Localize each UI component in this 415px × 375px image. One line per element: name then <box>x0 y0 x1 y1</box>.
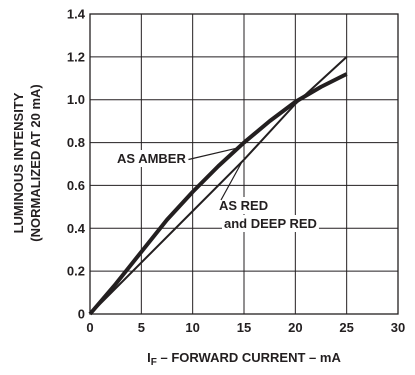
annotation-and-deep-red: and DEEP RED <box>224 216 317 231</box>
x-tick-label: 0 <box>86 320 93 335</box>
annotations: AS AMBER AS RED and DEEP RED <box>115 147 319 232</box>
y-tick-label: 1.4 <box>67 7 86 22</box>
y-axis-title-line1: LUMINOUS INTENSITY <box>11 92 26 233</box>
x-axis-title-prefix: I <box>147 350 151 365</box>
x-tick-label: 10 <box>185 320 199 335</box>
x-tick-label: 5 <box>138 320 145 335</box>
x-tick-label: 30 <box>391 320 405 335</box>
series-line-red-deep-red <box>89 56 348 315</box>
y-tick-label: 0.4 <box>67 221 86 236</box>
y-tick-label: 0 <box>78 307 85 322</box>
x-axis-title-rest: – FORWARD CURRENT – mA <box>157 350 342 365</box>
x-axis-title-subscript: F <box>151 357 157 368</box>
annotation-as-red-bg <box>217 197 271 214</box>
annotation-and-deep-red-bg <box>222 215 319 232</box>
x-tick-label: 25 <box>339 320 353 335</box>
y-axis-title-line2: (NORMALIZED AT 20 mA) <box>28 84 43 241</box>
y-tick-label: 1.0 <box>67 92 85 107</box>
y-tick-label: 0.6 <box>67 178 85 193</box>
annotation-as-amber: AS AMBER <box>117 151 186 166</box>
plot-frame <box>89 13 399 315</box>
y-tick-label: 1.2 <box>67 49 85 64</box>
leader-line-amber <box>188 147 238 161</box>
x-tick-label: 15 <box>237 320 251 335</box>
x-tick-label: 20 <box>288 320 302 335</box>
leader-line-red <box>220 161 243 201</box>
series-lines <box>88 56 348 316</box>
x-axis-title: IF – FORWARD CURRENT – mA <box>147 350 341 368</box>
annotation-as-amber-bg <box>115 150 189 167</box>
y-tick-label: 0.2 <box>67 264 85 279</box>
series-line-amber <box>88 72 348 316</box>
y-tick-label: 0.8 <box>67 135 85 150</box>
annotation-as-red: AS RED <box>219 198 268 213</box>
tick-labels: 0 5 10 15 20 25 30 0 0.2 0.4 0.6 0.8 1.0 1.2 1.4 <box>67 7 405 336</box>
